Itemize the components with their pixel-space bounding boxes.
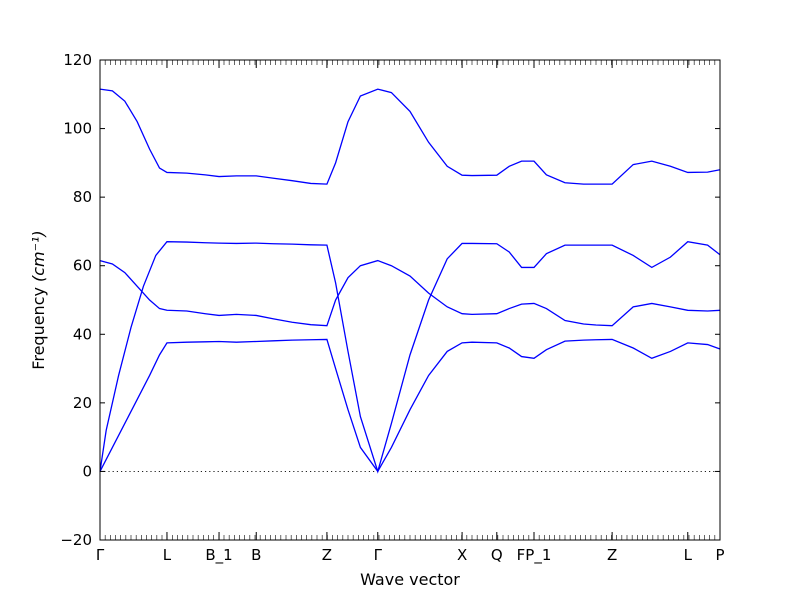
- x-tick-label: Z: [322, 546, 332, 564]
- x-tick-label: Q: [491, 546, 503, 564]
- band-lines: [99, 88, 721, 474]
- y-tick-label: 80: [73, 188, 92, 206]
- band-1-line: [99, 338, 721, 473]
- y-tick-label: 20: [73, 394, 92, 412]
- y-tick-label: 0: [82, 462, 92, 480]
- x-axis-ticks: Γ L B_1 B Z Γ X Q FP_1 Z L P: [96, 60, 725, 565]
- y-tick-label: −20: [60, 531, 92, 549]
- x-tick-label: FP_1: [517, 546, 552, 565]
- x-tick-label: Z: [607, 546, 617, 564]
- x-tick-label: Γ: [374, 546, 383, 564]
- band-3-line: [99, 259, 721, 327]
- x-tick-label: P: [715, 546, 724, 564]
- x-axis-label: Wave vector: [360, 570, 460, 589]
- x-tick-label: B_1: [205, 546, 232, 565]
- band-2-line: [99, 241, 721, 474]
- band-4-line: [99, 88, 721, 185]
- y-axis-label: Frequency (cm⁻¹): [29, 230, 48, 369]
- x-tick-label: L: [163, 546, 172, 564]
- x-tick-label: Γ: [96, 546, 105, 564]
- y-axis-label-unit: (cm⁻¹): [29, 230, 48, 282]
- x-tick-label: X: [457, 546, 467, 564]
- x-tick-label: L: [684, 546, 693, 564]
- x-tick-label: B: [251, 546, 261, 564]
- minor-ticks: [99, 60, 721, 540]
- y-tick-label: 100: [63, 120, 92, 138]
- y-tick-label: 120: [63, 51, 92, 69]
- y-tick-label: 60: [73, 257, 92, 275]
- y-tick-label: 40: [73, 325, 92, 343]
- plot-frame: [99, 59, 721, 541]
- y-axis-label-text: Frequency: [29, 287, 48, 370]
